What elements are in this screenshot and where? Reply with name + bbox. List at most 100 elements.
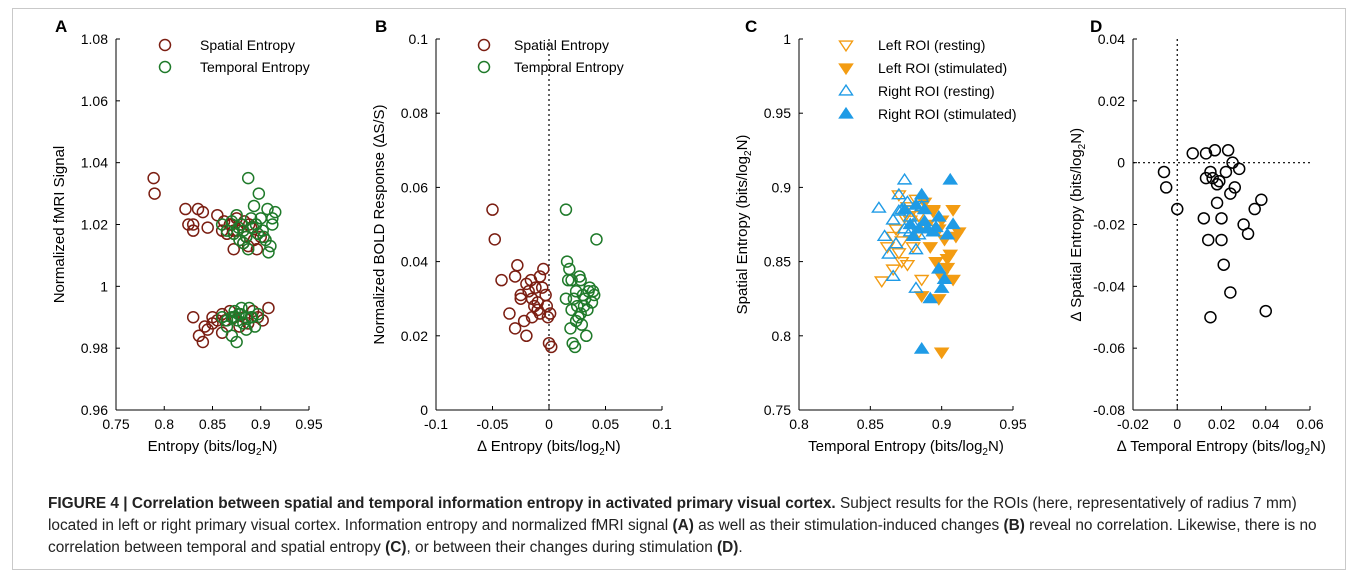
caption-text-1: Subject results for the ROIs (here, repr… — [48, 495, 1297, 534]
data-point — [1232, 162, 1246, 176]
data-point — [186, 218, 200, 231]
data-point — [896, 172, 913, 185]
panel-label: C — [745, 17, 757, 36]
chart-panel-b: B -0.1 -0.05 0 0.05 0.1 0 0.02 0.04 0.06 0.08 0.1 ∆ … — [371, 17, 672, 458]
x-tick-label: 0.95 — [295, 416, 322, 432]
data-point — [936, 272, 953, 285]
x-axis-label: Temporal Entropy (bits/log2N) — [808, 438, 1004, 458]
y-tick-label: 0.85 — [764, 254, 791, 270]
data-point — [179, 202, 192, 216]
data-point — [198, 320, 212, 333]
y-axis-label: ∆ Spatial Entropy (bits/log2N) — [1068, 128, 1088, 321]
caption-text-5: . — [738, 539, 743, 556]
y-axis-label: Normalized fMRI Signal — [51, 146, 68, 304]
y-tick-label: -0.02 — [1093, 217, 1125, 233]
data-point — [1186, 147, 1199, 160]
data-point — [227, 242, 240, 256]
data-point — [885, 264, 901, 277]
data-point — [945, 217, 961, 230]
x-axis-label: ∆ Temporal Entropy (bits/log2N) — [1117, 438, 1326, 458]
y-tick-label: 0.8 — [772, 328, 792, 344]
legend-label: Spatial Entropy — [200, 37, 295, 53]
data-point — [520, 329, 533, 343]
data-point — [1157, 165, 1171, 179]
data-point — [230, 335, 243, 349]
data-point — [881, 247, 897, 259]
data-point — [569, 314, 583, 328]
legend-label: Spatial Entropy — [514, 37, 609, 53]
data-point — [561, 273, 575, 287]
data-point — [257, 230, 270, 244]
data-point — [559, 203, 573, 216]
data-point — [933, 281, 950, 293]
y-tick-label: 1 — [100, 278, 108, 294]
legend-label: Temporal Entropy — [514, 59, 624, 75]
data-point — [1204, 311, 1217, 324]
data-point — [147, 171, 160, 185]
data-point — [252, 187, 266, 200]
data-point — [186, 224, 200, 237]
series-2 — [215, 171, 282, 349]
data-point — [249, 218, 263, 231]
legend-marker — [477, 38, 491, 52]
y-tick-label: 0 — [420, 402, 428, 418]
data-point — [893, 257, 910, 269]
data-point — [511, 259, 524, 272]
data-point — [545, 340, 558, 354]
data-point — [560, 255, 574, 268]
data-point — [250, 242, 264, 256]
x-tick-label: -0.02 — [1117, 416, 1149, 432]
figure-charts: A0.75 0.8 0.85 0.9 0.950.960.9811.021.041.06… — [51, 17, 1326, 458]
y-tick-label: 0.75 — [764, 402, 791, 418]
y-tick-label: 0.02 — [401, 328, 428, 344]
data-point — [235, 218, 248, 231]
data-point — [1255, 193, 1268, 207]
data-point — [540, 299, 553, 313]
data-point — [232, 221, 245, 234]
data-point — [1219, 165, 1233, 179]
x-tick-label: 0.85 — [199, 416, 226, 432]
data-point — [266, 218, 279, 231]
y-tick-label: 1 — [783, 31, 791, 47]
data-point — [916, 202, 933, 215]
data-point — [237, 236, 250, 250]
y-tick-label: 1.06 — [81, 93, 108, 109]
y-tick-label: 0.96 — [81, 402, 108, 418]
data-point — [939, 254, 956, 266]
legend-marker — [158, 60, 172, 74]
data-point — [186, 311, 200, 324]
data-point — [911, 221, 927, 234]
data-point — [196, 205, 210, 219]
data-point — [508, 270, 522, 283]
data-point — [488, 233, 502, 246]
panel-label: D — [1090, 17, 1102, 36]
data-point — [569, 285, 583, 298]
data-point — [1208, 144, 1222, 157]
data-point — [1224, 286, 1237, 299]
data-point — [922, 242, 939, 254]
data-point — [517, 314, 531, 328]
data-point — [495, 273, 508, 287]
caption-ref-b: (B) — [1003, 517, 1025, 534]
data-point — [891, 248, 907, 260]
panel-label: A — [55, 17, 67, 36]
data-point — [1213, 174, 1226, 188]
data-point — [1217, 258, 1230, 271]
data-point — [565, 303, 578, 317]
data-point — [1206, 171, 1219, 185]
data-point — [1204, 165, 1217, 179]
data-point — [931, 261, 947, 274]
data-point — [931, 209, 947, 222]
series-1 — [1157, 144, 1272, 324]
data-point — [564, 322, 577, 335]
data-point — [933, 347, 950, 360]
data-point — [235, 301, 248, 315]
series-4 — [896, 172, 961, 354]
data-point — [873, 276, 890, 289]
data-point — [228, 311, 241, 324]
caption-text-2: as well as their stimulation-induced cha… — [693, 517, 1004, 534]
data-point — [1159, 181, 1173, 194]
data-point — [1215, 212, 1228, 225]
x-tick-label: 0.9 — [932, 416, 952, 432]
data-point — [899, 259, 916, 272]
